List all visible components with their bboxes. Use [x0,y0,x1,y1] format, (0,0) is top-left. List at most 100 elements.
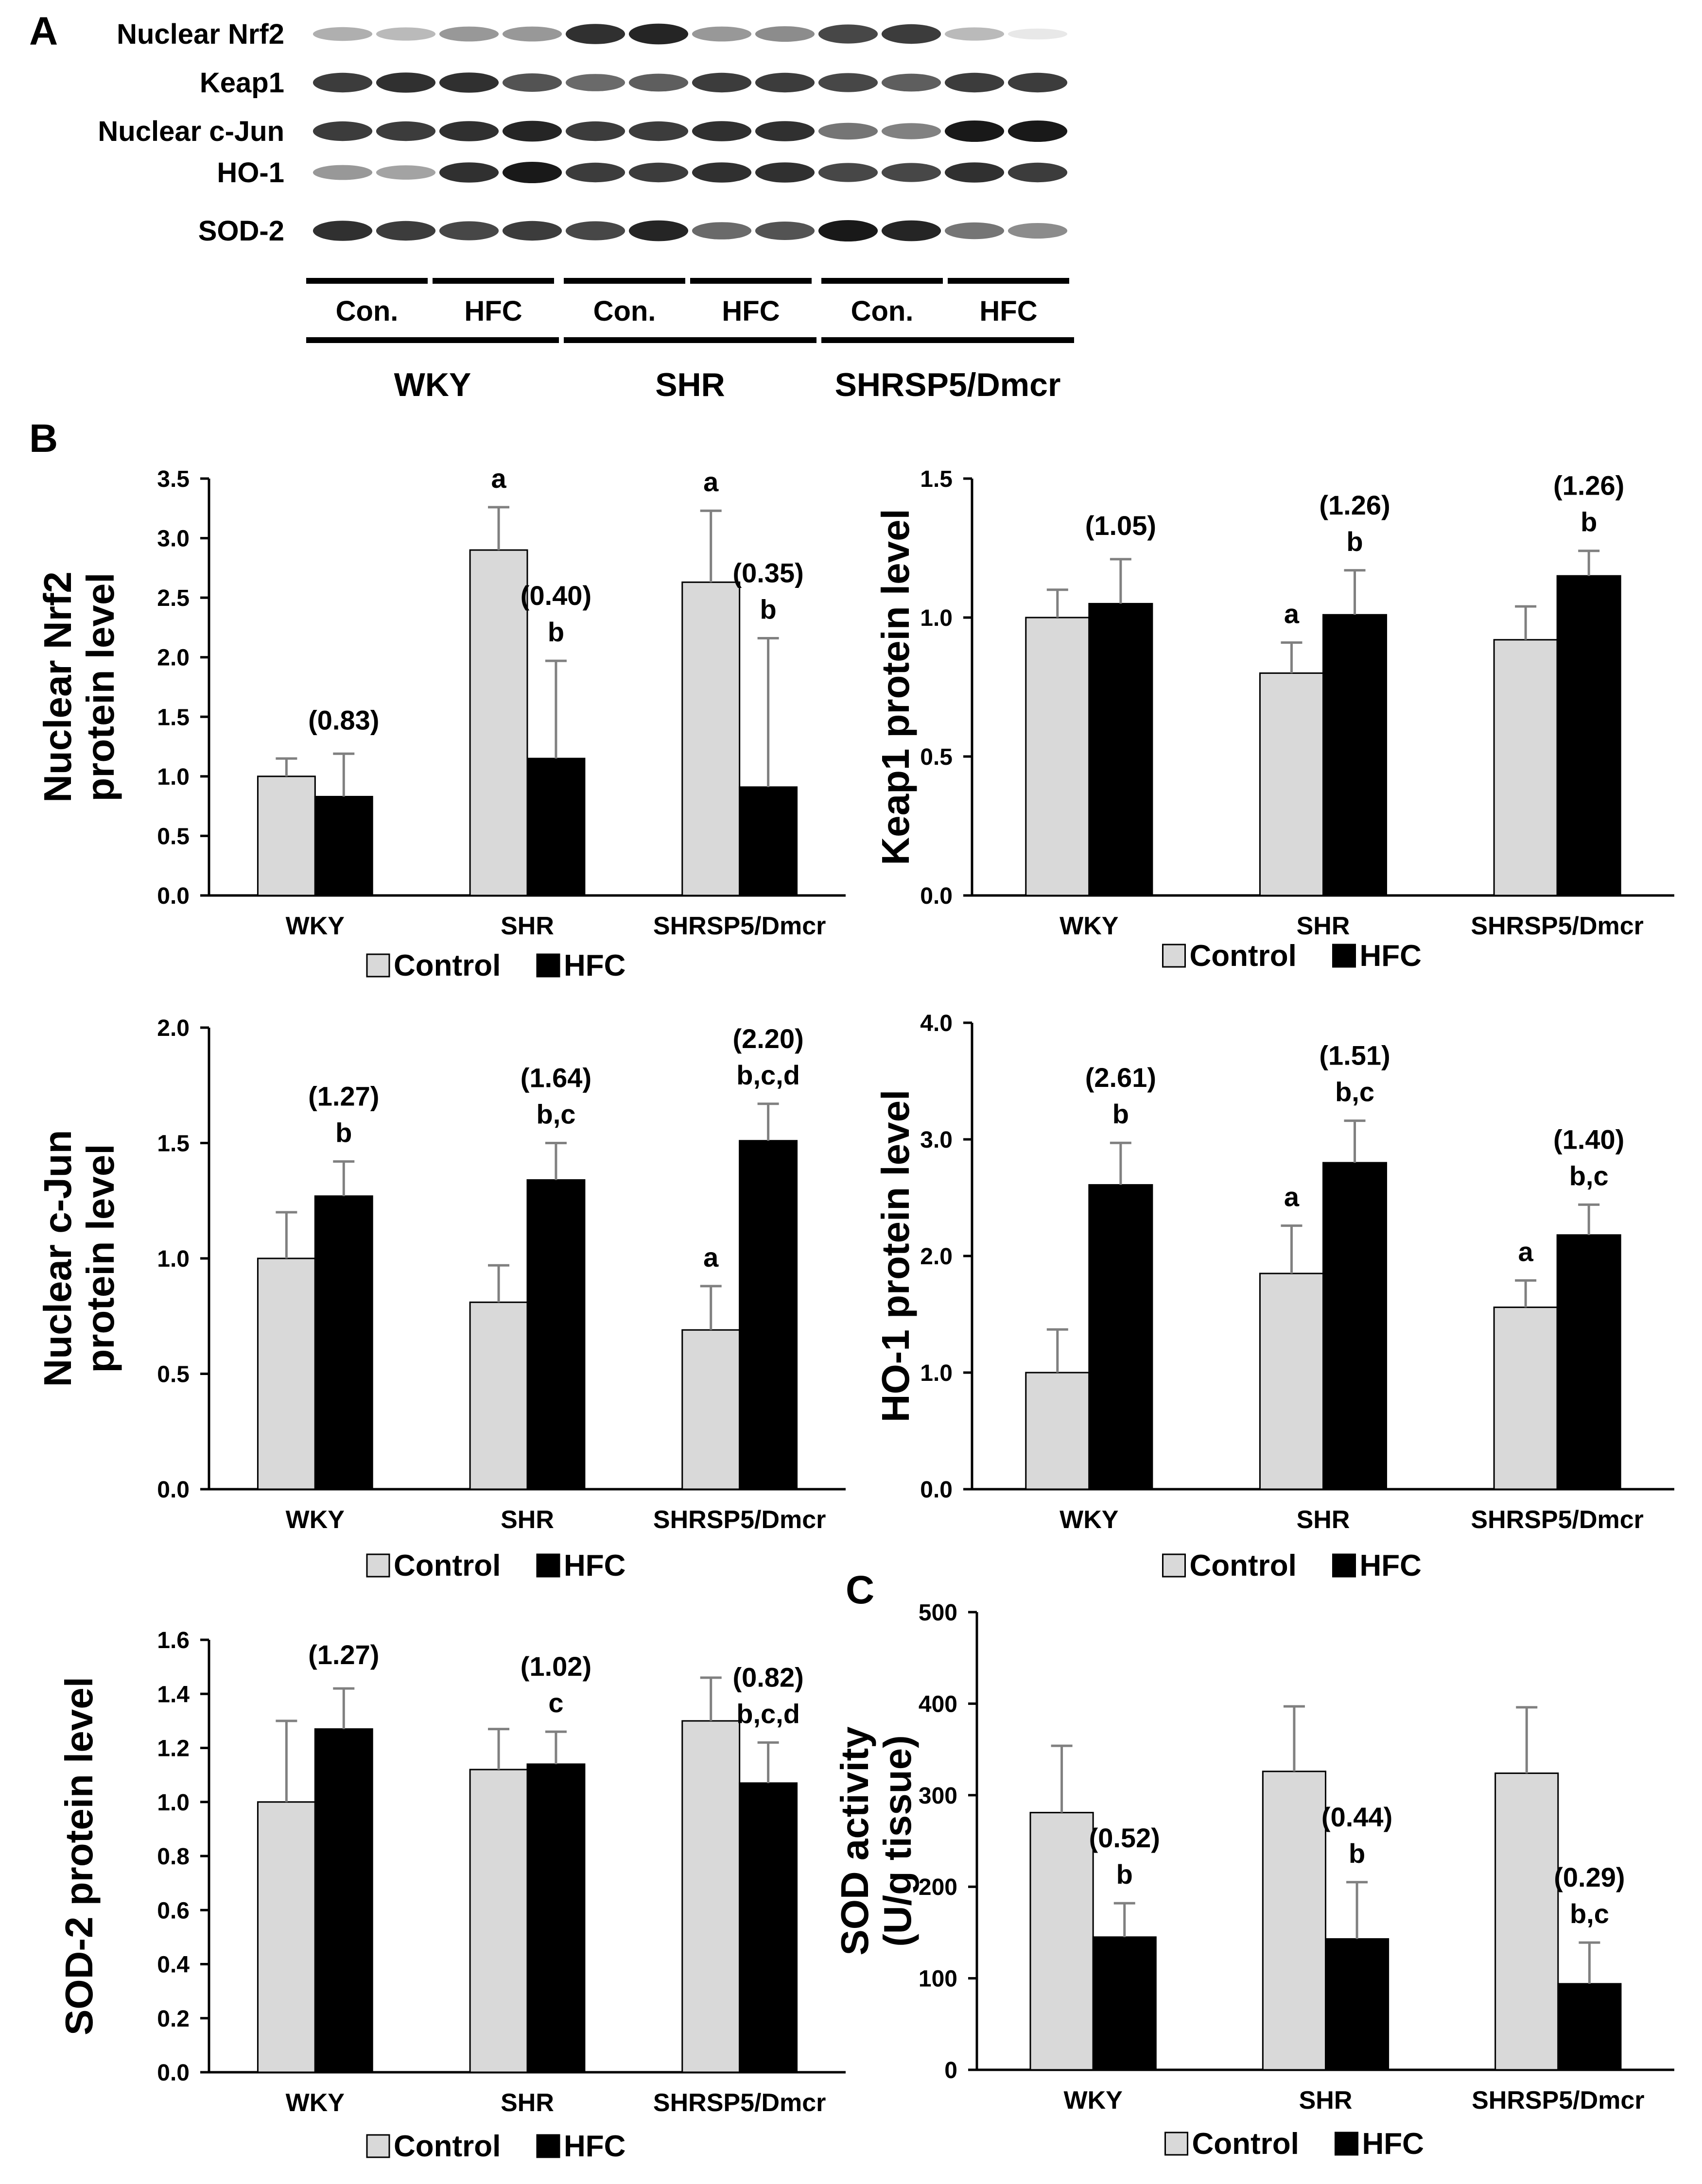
x-tick-label: SHR [501,2089,554,2117]
blot-band [565,221,625,241]
bar-control [1493,639,1558,896]
blot-band [439,162,499,183]
ratio-label: (0.52) [1089,1823,1160,1853]
blot-band [565,24,625,44]
hfc-sig-label: b,c [1335,1077,1374,1107]
chart-sod-activity: 0 100 200 300 400 500 SOD activity (U/g tissue)… [833,1600,1674,2161]
legend: Control HFC [366,2130,625,2163]
blot-band [376,27,436,41]
treatment-bar [690,278,812,284]
bar-hfc [526,757,586,896]
legend-swatch-hfc [1332,944,1356,968]
strain-bar [564,337,816,343]
control-sig-label: a [1284,1182,1300,1212]
y-tick-label: 3.0 [157,526,190,552]
y-axis-title: Nuclear c-Jun [36,1130,79,1387]
blot-band [376,72,436,93]
blot-band [944,27,1005,41]
hfc-sig-label: b,c,d [736,1698,800,1729]
blot-band [1007,72,1068,93]
x-tick-label: SHRSP5/Dmcr [653,2089,826,2117]
control-sig-label: a [491,463,506,494]
blot-band [376,221,436,241]
blot-band [692,26,752,42]
blot-band [692,72,752,93]
blot-band [944,222,1005,240]
y-tick-label: 500 [919,1600,957,1626]
legend-swatch-control [366,2134,390,2158]
y-tick-label: 0.6 [157,1898,190,1924]
panel-label-c: C [846,1568,874,1612]
y-tick-label: 0.0 [157,1477,190,1503]
ratio-label: (0.83) [308,705,379,735]
y-tick-label: 2.0 [157,645,190,671]
legend-swatch-hfc [536,2134,560,2158]
bar-hfc [1325,1938,1389,2071]
blot-label-row: HO-1 [217,157,284,189]
x-tick-label: SHRSP5/Dmcr [1471,1506,1643,1534]
hfc-sig-label: b [1346,526,1363,557]
bar-hfc [739,786,798,896]
legend-label-hfc: HFC [1362,2127,1424,2161]
ratio-label: (2.61) [1085,1062,1156,1093]
blot-band [1007,28,1068,40]
treatment-bar [433,278,554,284]
bar-control [1025,617,1090,896]
legend: Control HFC [366,949,625,982]
hfc-sig-label: b [335,1118,352,1148]
y-tick-label: 1.0 [157,1246,190,1272]
blot-band [628,121,689,141]
control-sig-label: a [703,1242,719,1273]
y-tick-label: 1.5 [157,705,190,730]
y-tick-label: 1.5 [920,466,953,492]
blot-band [755,121,815,141]
blot-band [313,72,373,93]
x-tick-label: WKY [286,2089,345,2117]
hfc-sig-label: c [548,1687,563,1718]
ratio-label: (0.82) [732,1662,803,1692]
legend-label-control: Control [394,2130,501,2163]
ratio-label: (1.26) [1319,490,1390,520]
ratio-label: (0.44) [1321,1802,1392,1832]
blot-band [439,221,499,241]
y-tick-label: 0.5 [920,744,953,770]
hfc-sig-label: b,c [1570,1898,1609,1929]
legend-label-control: Control [394,949,501,982]
y-tick-label: 2.5 [157,585,190,611]
x-tick-label: WKY [1059,912,1118,940]
legend-swatch-control [1164,2132,1188,2156]
x-tick-label: WKY [286,912,345,940]
y-tick-label: 0 [944,2058,957,2083]
bar-hfc [1556,575,1621,896]
blot-band [755,162,815,183]
bar-hfc [1088,602,1153,896]
control-sig-label: a [1284,598,1300,629]
bar-control [1025,1372,1090,1490]
blot-band [818,220,878,241]
bar-hfc [314,796,373,896]
hfc-sig-label: b [1116,1859,1133,1890]
blot-band [565,121,625,141]
control-sig-label: a [703,466,719,497]
legend: Control HFC [1164,2127,1424,2161]
legend-swatch-hfc [1332,1553,1356,1578]
y-tick-label: 1.2 [157,1736,190,1762]
bar-control [1259,672,1324,896]
blot-label-row: SOD-2 [198,215,284,247]
ratio-label: (1.05) [1085,510,1156,541]
treatment-label: HFC [464,295,522,327]
blot-band [313,27,373,41]
bar-hfc [1322,1162,1388,1490]
y-tick-label: 1.4 [157,1682,190,1707]
x-tick-label: SHR [501,1506,554,1534]
ratio-label: (0.40) [521,580,591,611]
blot-band [881,24,941,44]
strain-bar [821,337,1074,343]
blot-band [313,165,373,180]
y-tick-label: 2.0 [157,1015,190,1041]
y-tick-label: 1.0 [157,1790,190,1816]
chart-ho-1: 0.0 1.0 2.0 3.0 4.0 HO-1 protein level WKY b (2.… [874,1011,1674,1582]
blot-label-row: Nuclear c-Jun [98,116,284,147]
y-axis-title: protein level [79,1144,122,1373]
